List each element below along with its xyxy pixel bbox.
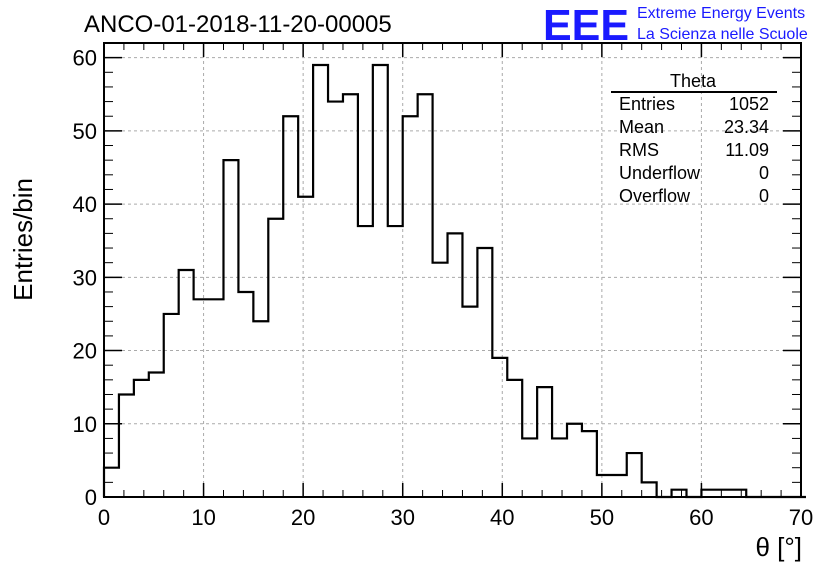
stats-value-rms: 11.09 xyxy=(725,140,769,160)
histogram-bin xyxy=(119,394,134,497)
histogram-bin xyxy=(313,65,328,497)
histogram-bin xyxy=(388,226,403,497)
stats-label-underflow: Underflow xyxy=(619,163,701,183)
x-axis-title: θ [°] xyxy=(755,532,802,562)
histogram-bin xyxy=(597,475,612,497)
histogram-bin xyxy=(223,160,238,497)
x-tick-label: 10 xyxy=(191,505,215,530)
histogram-bin xyxy=(477,248,492,497)
x-tick-label: 40 xyxy=(490,505,514,530)
histogram-bin xyxy=(433,263,448,497)
histogram-bin xyxy=(567,424,582,497)
histogram-bin xyxy=(507,380,522,497)
histogram-bin xyxy=(298,197,313,497)
histogram-bin xyxy=(238,292,253,497)
x-tick-label: 20 xyxy=(291,505,315,530)
logo-line-1: Extreme Energy Events xyxy=(637,5,805,22)
histogram-outline xyxy=(102,63,806,499)
y-tick-label: 10 xyxy=(73,412,97,437)
histogram-bin xyxy=(627,453,642,497)
chart-title: ANCO-01-2018-11-20-00005 xyxy=(84,11,392,38)
histogram-bin xyxy=(642,482,657,497)
histogram-bin xyxy=(358,226,373,497)
stats-label-rms: RMS xyxy=(619,140,659,160)
x-tick-label: 0 xyxy=(98,505,110,530)
stats-value-overflow: 0 xyxy=(759,186,769,206)
y-tick-label: 50 xyxy=(73,119,97,144)
plot-frame xyxy=(103,42,802,498)
y-tick-label: 20 xyxy=(73,339,97,364)
y-axis-title: Entries/bin xyxy=(8,178,38,301)
y-tick-label: 60 xyxy=(73,46,97,71)
stats-value-entries: 1052 xyxy=(729,94,769,114)
y-tick-label: 40 xyxy=(73,192,97,217)
stats-value-underflow: 0 xyxy=(759,163,769,183)
histogram-bin xyxy=(164,314,179,497)
histogram-bin xyxy=(448,233,463,497)
y-tick-label: 0 xyxy=(85,485,97,510)
eee-logo: EEE Extreme Energy Events La Scienza nel… xyxy=(543,1,808,50)
logo-line-2: La Scienza nelle Scuole xyxy=(637,26,808,43)
histogram-bin xyxy=(209,299,224,497)
histogram-bin xyxy=(179,270,194,497)
y-tick-label: 30 xyxy=(73,265,97,290)
histogram-bin xyxy=(462,307,477,497)
histogram-bin xyxy=(492,358,507,497)
histogram-bin xyxy=(582,431,597,497)
histogram-bin xyxy=(612,475,627,497)
x-tick-label: 30 xyxy=(390,505,414,530)
stats-value-mean: 23.34 xyxy=(724,117,769,137)
histogram-bin xyxy=(283,116,298,497)
x-tick-label: 70 xyxy=(789,505,813,530)
histogram-bin xyxy=(149,373,164,497)
x-tick-label: 50 xyxy=(590,505,614,530)
stats-box: Theta Entries 1052 Mean 23.34 RMS 11.09 … xyxy=(611,71,777,206)
histogram-bin xyxy=(552,438,567,497)
histogram-bin xyxy=(268,219,283,497)
stats-label-entries: Entries xyxy=(619,94,675,114)
histogram-bin xyxy=(373,65,388,497)
histogram-bin xyxy=(194,299,209,497)
stats-label-mean: Mean xyxy=(619,117,664,137)
histogram-bin xyxy=(403,116,418,497)
histogram-bin xyxy=(253,321,268,497)
histogram-bin xyxy=(328,102,343,497)
x-tick-label: 60 xyxy=(689,505,713,530)
eee-logo-mark: EEE xyxy=(543,1,629,50)
histogram-bin xyxy=(343,94,358,497)
histogram-bin xyxy=(537,387,552,497)
histogram-bin xyxy=(522,438,537,497)
stats-name: Theta xyxy=(670,71,717,91)
histogram-bin xyxy=(134,380,149,497)
histogram-bin xyxy=(418,94,433,497)
stats-label-overflow: Overflow xyxy=(619,186,691,206)
